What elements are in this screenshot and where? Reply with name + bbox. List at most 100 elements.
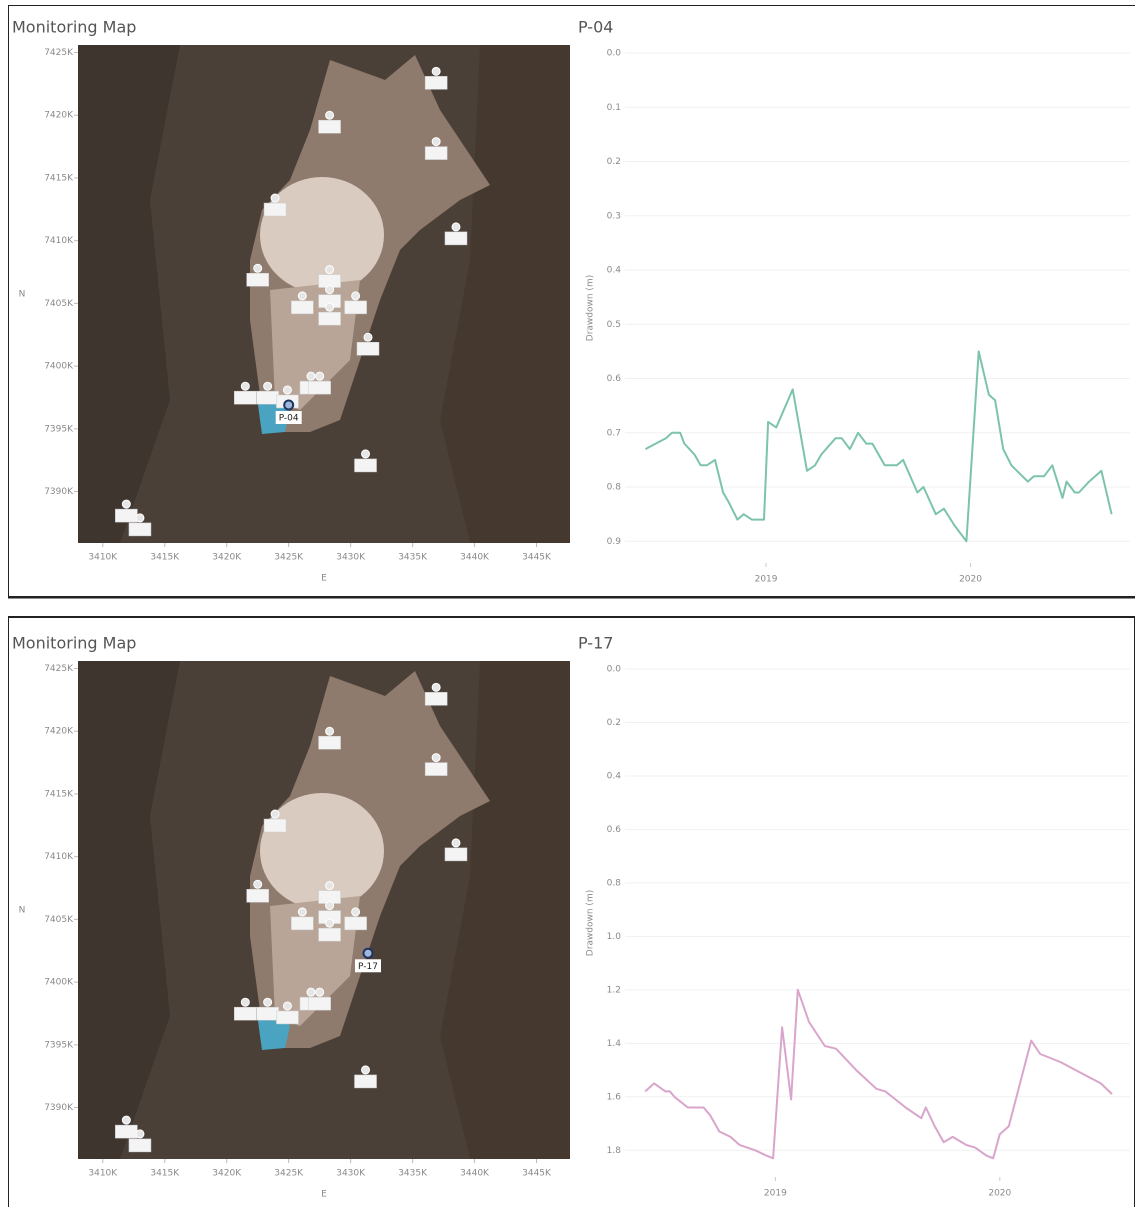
well-marker (136, 1130, 144, 1138)
y-tick-label: 0.1 (607, 103, 621, 113)
y-tick-label: 7410K (44, 236, 74, 246)
well-marker (326, 286, 334, 294)
y-tick-label: 1.2 (607, 985, 621, 995)
page: 3410K3415K3420K3425K3430K3435K3440K3445K… (0, 0, 1135, 1207)
y-tick-label: 1.0 (607, 932, 622, 942)
y-tick-label: 7425K (44, 664, 74, 674)
well-label-box (357, 342, 379, 355)
well-marker (254, 880, 262, 888)
well-marker (122, 500, 130, 508)
y-axis-title: Drawdown (m) (586, 890, 596, 956)
well-label-box (291, 301, 313, 314)
x-tick-label: 3435K (398, 553, 428, 563)
well-marker (432, 67, 440, 75)
well-marker (326, 919, 334, 927)
well-marker (452, 839, 460, 847)
chart-title: P-04 (578, 18, 613, 37)
y-tick-label: 1.6 (607, 1092, 622, 1102)
well-label-box (264, 819, 286, 832)
well-label-box (445, 848, 467, 861)
chart-title: Monitoring Map (12, 634, 136, 653)
chart-title: P-17 (578, 634, 613, 653)
x-tick-label: 3430K (336, 553, 366, 563)
y-tick-label: 0.9 (607, 537, 622, 547)
well-marker (241, 382, 249, 390)
x-tick-label: 2020 (988, 1189, 1011, 1199)
well-marker (264, 382, 272, 390)
y-tick-label: 7395K (44, 424, 74, 434)
well-marker (326, 111, 334, 119)
well-label-box (425, 692, 447, 705)
y-tick-label: 0.0 (607, 665, 622, 675)
x-tick-label: 3445K (522, 1169, 552, 1179)
well-label-box (319, 120, 341, 133)
well-label-box (425, 763, 447, 776)
well-marker (364, 333, 372, 341)
well-marker (432, 138, 440, 146)
well-marker (352, 292, 360, 300)
well-marker (264, 998, 272, 1006)
well-marker (283, 1002, 291, 1010)
well-label-box (309, 381, 331, 394)
well-label-box (345, 301, 367, 314)
y-tick-label: 0.8 (607, 878, 622, 888)
y-tick-label: 0.5 (607, 320, 621, 330)
x-tick-label: 3445K (522, 553, 552, 563)
x-tick-label: 3420K (212, 1169, 242, 1179)
well-marker (452, 223, 460, 231)
well-marker (271, 194, 279, 202)
well-label-box (247, 889, 269, 902)
well-marker (298, 292, 306, 300)
y-tick-label: 0.2 (607, 718, 621, 728)
well-label-box (345, 917, 367, 930)
x-tick-label: 3440K (460, 1169, 490, 1179)
x-tick-label: 2020 (959, 575, 982, 585)
y-tick-label: 7415K (44, 789, 74, 799)
y-tick-label: 1.8 (607, 1146, 622, 1156)
y-tick-label: 0.7 (607, 428, 621, 438)
selected-well-label: P-04 (279, 414, 299, 424)
y-tick-label: 0.3 (607, 211, 621, 221)
well-label-box (129, 523, 151, 536)
y-tick-label: 7390K (44, 1103, 74, 1113)
x-axis-title: E (321, 574, 327, 584)
y-tick-label: 0.2 (607, 157, 621, 167)
x-tick-label: 2019 (764, 1189, 787, 1199)
well-marker (326, 266, 334, 274)
well-label-box (276, 1011, 298, 1024)
well-marker (352, 908, 360, 916)
y-tick-label: 7420K (44, 727, 74, 737)
drawdown-line (645, 351, 1111, 541)
well-marker (316, 988, 324, 996)
y-axis-title: N (19, 906, 26, 916)
y-tick-label: 7410K (44, 852, 74, 862)
well-label-box (129, 1139, 151, 1152)
x-tick-label: 3410K (88, 553, 118, 563)
chart-title: Monitoring Map (12, 18, 136, 37)
well-marker (432, 683, 440, 691)
y-tick-label: 7425K (44, 48, 74, 58)
well-marker (298, 908, 306, 916)
well-marker (362, 450, 370, 458)
y-tick-label: 0.0 (607, 49, 622, 59)
well-label-box (319, 312, 341, 325)
well-label-box (257, 1007, 279, 1020)
x-tick-label: 2019 (755, 575, 778, 585)
well-label-box (257, 391, 279, 404)
y-tick-label: 7395K (44, 1040, 74, 1050)
well-label-box (425, 76, 447, 89)
x-tick-label: 3410K (88, 1169, 118, 1179)
well-label-box (234, 1007, 256, 1020)
y-tick-label: 7400K (44, 362, 74, 372)
well-marker (326, 902, 334, 910)
x-tick-label: 3435K (398, 1169, 428, 1179)
well-label-box (115, 509, 137, 522)
well-label-box (264, 203, 286, 216)
selected-well (284, 401, 293, 410)
y-tick-label: 7405K (44, 915, 74, 925)
x-tick-label: 3415K (150, 553, 180, 563)
well-label-box (309, 997, 331, 1010)
